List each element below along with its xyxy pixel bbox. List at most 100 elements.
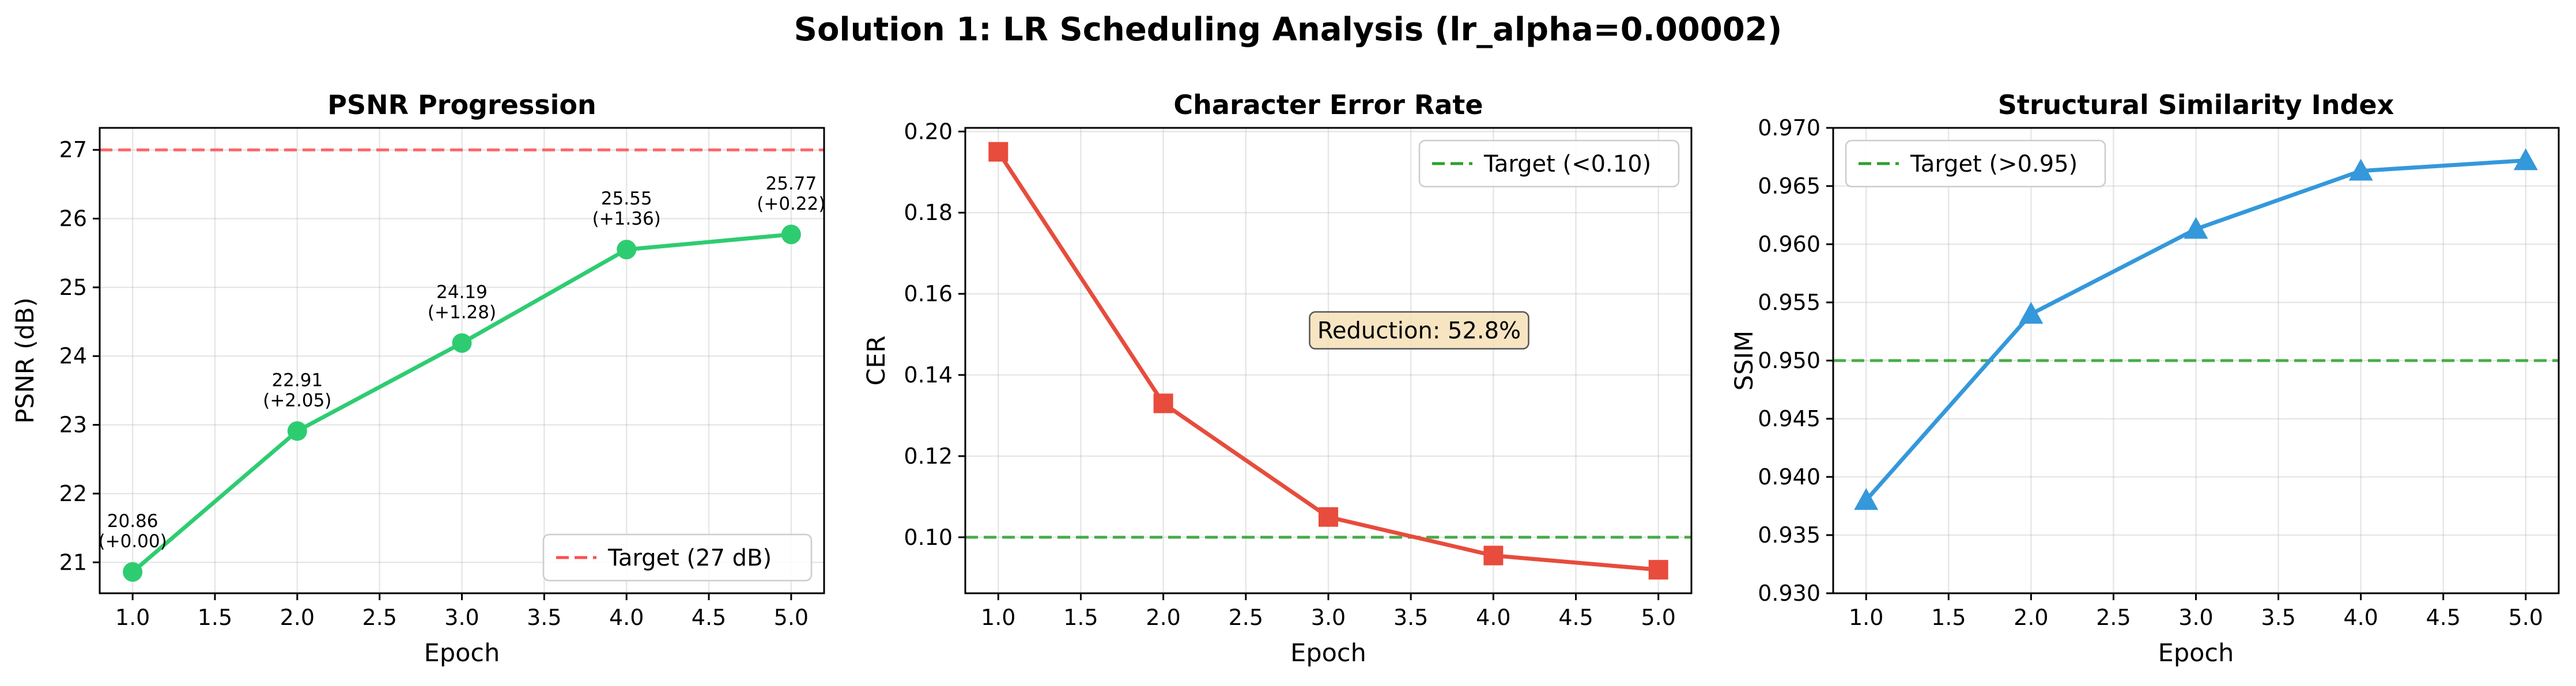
psnr-point-delta: (+2.05) xyxy=(263,390,331,411)
psnr-point-label: 20.86 xyxy=(107,511,158,532)
cer-x-tick-label: 3.5 xyxy=(1393,605,1428,630)
psnr-y-tick-label: 27 xyxy=(59,137,87,162)
psnr-y-tick-label: 21 xyxy=(59,549,87,575)
cer-y-tick-label: 0.20 xyxy=(904,119,953,144)
psnr-x-tick-label: 1.5 xyxy=(198,605,232,630)
cer-y-axis-label: CER xyxy=(862,335,891,385)
psnr-point xyxy=(617,240,637,260)
ssim-x-tick-label: 1.0 xyxy=(1849,605,1883,630)
ssim-y-tick-label: 0.970 xyxy=(1758,115,1820,141)
cer-x-tick-label: 2.5 xyxy=(1229,605,1263,630)
cer-y-tick-label: 0.16 xyxy=(904,281,953,306)
psnr-x-axis-label: Epoch xyxy=(424,639,500,668)
cer-y-tick-label: 0.10 xyxy=(904,525,953,550)
cer-y-tick-label: 0.12 xyxy=(904,444,953,469)
ssim-point xyxy=(2019,302,2044,324)
cer-annotation-text: Reduction: 52.8% xyxy=(1317,318,1521,344)
psnr-x-tick-label: 2.5 xyxy=(362,605,396,630)
psnr-y-tick-label: 26 xyxy=(59,206,87,232)
ssim-y-tick-label: 0.950 xyxy=(1758,348,1820,373)
psnr-x-tick-label: 3.5 xyxy=(527,605,561,630)
cer-y-tick-label: 0.18 xyxy=(904,200,953,225)
cer-point xyxy=(1483,545,1504,566)
psnr-point-delta: (+1.36) xyxy=(592,209,661,229)
psnr-legend-box xyxy=(542,533,813,582)
chart-panels: 20.86(+0.00) 22.91(+2.05) 24.19(+1.28) 25.5… xyxy=(11,89,2560,668)
psnr-x-tick-label: 1.0 xyxy=(115,605,150,630)
psnr-y-tick-label: 22 xyxy=(59,481,87,506)
cer-y-tick-label: 0.14 xyxy=(904,362,953,388)
cer-x-tick-label: 4.0 xyxy=(1476,605,1510,630)
cer-point xyxy=(988,142,1009,162)
psnr-x-tick-label: 4.0 xyxy=(609,605,644,630)
psnr-point-label: 25.77 xyxy=(765,173,817,194)
cer-legend-label: Target (<0.10) xyxy=(1483,151,1651,177)
psnr-point xyxy=(123,562,143,582)
cer-x-tick-label: 3.0 xyxy=(1311,605,1346,630)
psnr-point-label: 25.55 xyxy=(601,188,652,209)
ssim-point xyxy=(2513,148,2538,170)
psnr-point-delta: (+1.28) xyxy=(428,302,496,323)
cer-x-tick-label: 5.0 xyxy=(1641,605,1676,630)
cer-x-tick-label: 1.0 xyxy=(981,605,1015,630)
cer-point xyxy=(1319,507,1338,527)
ssim-x-tick-label: 2.5 xyxy=(2096,605,2131,630)
ssim-y-tick-label: 0.930 xyxy=(1758,581,1820,606)
psnr-legend-label: Target (27 dB) xyxy=(607,545,772,571)
psnr-point-delta: (+0.00) xyxy=(99,531,167,552)
ssim-legend-box xyxy=(1845,139,2106,188)
psnr-x-tick-label: 2.0 xyxy=(280,605,315,630)
psnr-legend: Target (27 dB) xyxy=(542,533,813,582)
psnr-x-tick-label: 3.0 xyxy=(444,605,479,630)
psnr-point xyxy=(452,333,472,353)
cer-x-tick-label: 1.5 xyxy=(1063,605,1098,630)
ssim-point xyxy=(2184,217,2208,239)
psnr-chart: 20.86(+0.00) 22.91(+2.05) 24.19(+1.28) 25.5… xyxy=(11,89,825,668)
ssim-point xyxy=(1854,488,1879,510)
cer-annotation-box xyxy=(1309,311,1529,350)
ssim-y-axis-label: SSIM xyxy=(1730,331,1759,391)
ssim-x-tick-label: 4.5 xyxy=(2426,605,2460,630)
ssim-point xyxy=(2348,158,2373,181)
cer-chart: Reduction: 52.8% 1.0 1.5 2.0 2.5 3.0 3.5 4.0 4.5… xyxy=(862,89,1693,668)
cer-legend: Target (<0.10) xyxy=(1418,139,1680,188)
ssim-chart: 1.0 1.5 2.0 2.5 3.0 3.5 4.0 4.5 5.0 0.930 0.935 0.9… xyxy=(1730,89,2560,668)
ssim-y-tick-label: 0.940 xyxy=(1758,464,1820,490)
cer-point xyxy=(1153,393,1173,414)
cer-legend-box xyxy=(1418,139,1680,188)
ssim-y-tick-label: 0.935 xyxy=(1758,522,1820,548)
psnr-chart-title: PSNR Progression xyxy=(327,89,596,120)
ssim-legend-label: Target (>0.95) xyxy=(1910,151,2078,177)
ssim-y-tick-label: 0.945 xyxy=(1758,406,1820,431)
cer-x-axis-label: Epoch xyxy=(1290,639,1366,668)
ssim-x-tick-label: 4.0 xyxy=(2343,605,2378,630)
psnr-point xyxy=(287,421,307,441)
psnr-x-tick-label: 5.0 xyxy=(774,605,809,630)
ssim-y-tick-label: 0.965 xyxy=(1758,173,1820,199)
ssim-x-tick-label: 3.0 xyxy=(2178,605,2213,630)
ssim-y-tick-label: 0.960 xyxy=(1758,232,1820,257)
ssim-y-tick-label: 0.955 xyxy=(1758,290,1820,315)
ssim-chart-title: Structural Similarity Index xyxy=(1998,89,2394,120)
ssim-x-tick-label: 3.5 xyxy=(2261,605,2295,630)
psnr-y-axis-label: PSNR (dB) xyxy=(11,297,40,423)
psnr-point-label: 24.19 xyxy=(436,282,488,303)
ssim-x-axis-label: Epoch xyxy=(2158,639,2234,668)
ssim-x-tick-label: 2.0 xyxy=(2014,605,2048,630)
psnr-x-tick-label: 4.5 xyxy=(692,605,726,630)
psnr-point xyxy=(781,224,801,244)
cer-x-tick-label: 4.5 xyxy=(1558,605,1593,630)
psnr-point-label: 22.91 xyxy=(271,370,323,391)
ssim-x-tick-label: 1.5 xyxy=(1931,605,1966,630)
psnr-y-tick-label: 24 xyxy=(59,343,87,369)
cer-x-tick-label: 2.0 xyxy=(1146,605,1180,630)
ssim-x-tick-label: 5.0 xyxy=(2509,605,2543,630)
figure-title: Solution 1: LR Scheduling Analysis (lr_a… xyxy=(794,11,1782,48)
psnr-y-tick-label: 25 xyxy=(59,275,87,300)
psnr-point-delta: (+0.22) xyxy=(757,194,825,214)
cer-chart-title: Character Error Rate xyxy=(1173,89,1483,120)
ssim-legend: Target (>0.95) xyxy=(1845,139,2106,188)
cer-point xyxy=(1648,560,1668,580)
psnr-y-tick-label: 23 xyxy=(59,412,87,438)
